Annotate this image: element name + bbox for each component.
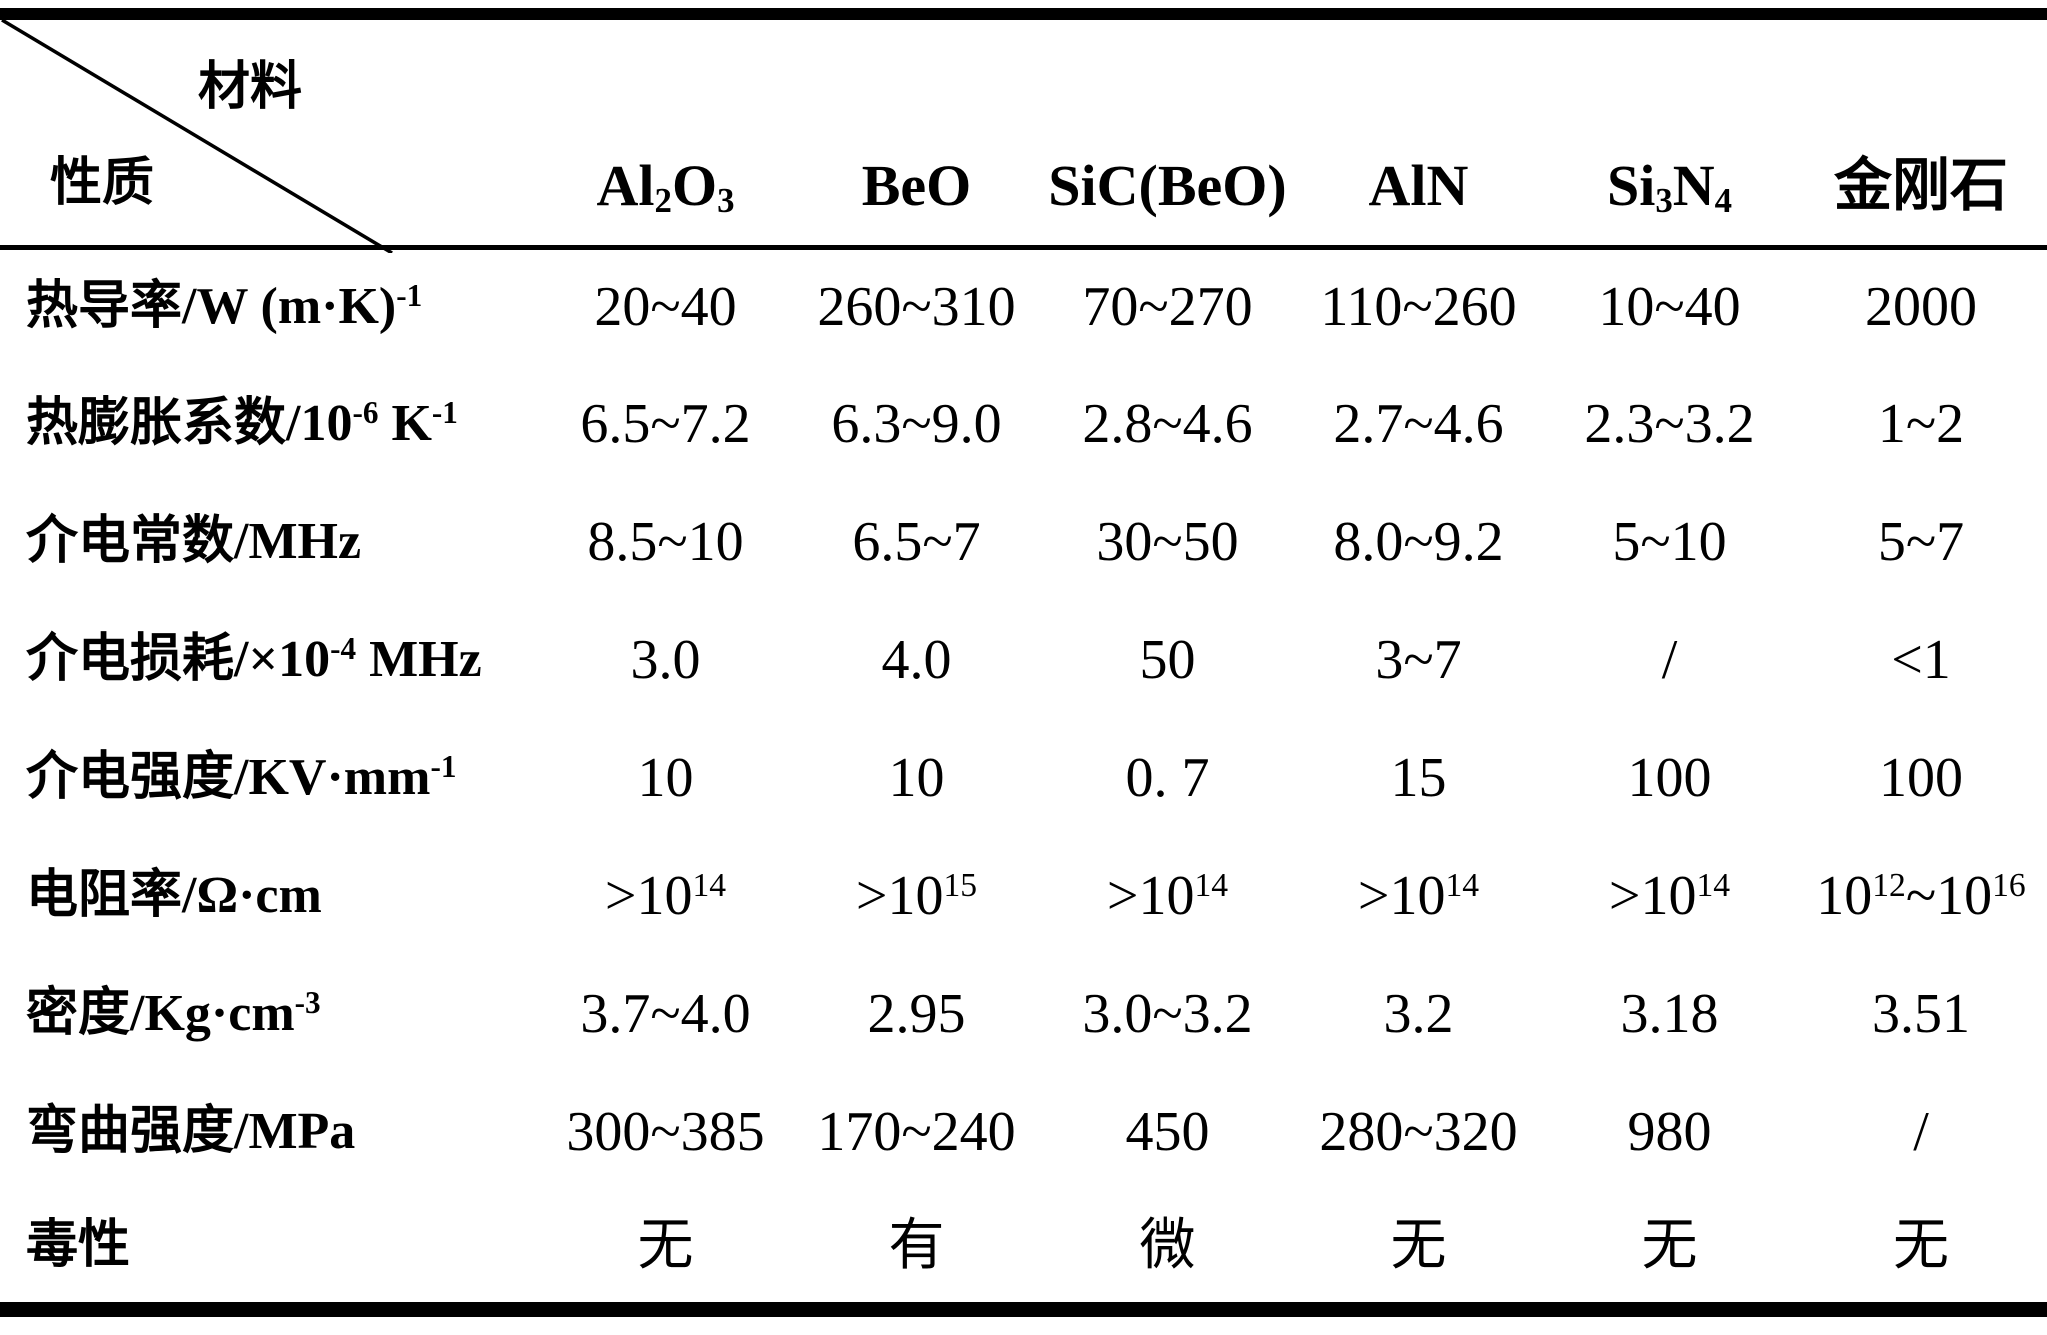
table-row: 热导率/W (m·K)-1 20~40 260~310 70~270 110~260 10…	[0, 247, 2047, 365]
value-cell: 3.2	[1383, 983, 1454, 1045]
property-label: 弯曲强度/MPa	[26, 1103, 356, 1160]
corner-label-material: 材料	[198, 59, 303, 116]
value-cell: >1015	[855, 865, 978, 927]
value-cell: 无	[1641, 1215, 1698, 1278]
material-properties-table: 材料 性质 Al2O3 BeO SiC(BeO) AlN Si3N4 金刚石 热导率/W …	[0, 8, 2047, 1317]
value-cell: 3.51	[1872, 983, 1970, 1045]
value-cell: 无	[1390, 1215, 1447, 1278]
value-cell: /	[1913, 1101, 1929, 1163]
value-cell: 2.95	[867, 983, 966, 1045]
table-row: 密度/Kg·cm-3 3.7~4.0 2.95 3.0~3.2 3.2 3.18 3.51	[0, 955, 2047, 1073]
value-cell: 4.0	[881, 629, 952, 691]
table-row: 介电强度/KV·mm-1 10 10 0. 7 15 100 100	[0, 719, 2047, 837]
value-cell: 微	[1139, 1215, 1196, 1278]
value-cell: 2000	[1865, 276, 1977, 339]
value-cell: 300~385	[566, 1101, 765, 1163]
property-label: 介电强度/KV·mm-1	[26, 748, 457, 806]
value-cell: 8.5~10	[587, 511, 744, 573]
value-cell: 有	[888, 1215, 945, 1278]
value-cell: 50	[1139, 629, 1196, 691]
value-cell: 100	[1627, 747, 1712, 809]
table-header: 材料 性质 Al2O3 BeO SiC(BeO) AlN Si3N4 金刚石	[0, 14, 2047, 253]
column-header-2: BeO	[861, 152, 972, 218]
value-cell: 6.3~9.0	[831, 393, 1002, 455]
property-label: 热导率/W (m·K)-1	[26, 278, 423, 336]
corner-label-property: 性质	[50, 155, 155, 212]
column-header-6: 金刚石	[1833, 152, 2008, 218]
value-cell: 5~7	[1877, 511, 1965, 573]
column-header-4: AlN	[1368, 152, 1469, 218]
value-cell: <1	[1891, 629, 1951, 691]
table-row: 热膨胀系数/10-6 K-1 6.5~7.2 6.3~9.0 2.8~4.6 2.7~4…	[0, 365, 2047, 483]
value-cell: 3~7	[1375, 629, 1462, 691]
value-cell: >1014	[1357, 865, 1480, 927]
value-cell: 2.7~4.6	[1333, 393, 1504, 455]
value-cell: 15	[1390, 747, 1447, 809]
value-cell: 10	[888, 747, 945, 809]
value-cell: /	[1661, 629, 1678, 691]
column-header-1: Al2O3	[596, 152, 735, 221]
header-row: 材料 性质 Al2O3 BeO SiC(BeO) AlN Si3N4 金刚石	[0, 14, 2047, 253]
value-cell: 70~270	[1082, 276, 1253, 339]
property-label: 毒性	[26, 1217, 131, 1275]
value-cell: 170~240	[817, 1101, 1016, 1163]
value-cell: 1~2	[1877, 393, 1965, 455]
table-body: 热导率/W (m·K)-1 20~40 260~310 70~270 110~260 10…	[0, 247, 2047, 1309]
value-cell: 30~50	[1096, 511, 1239, 573]
property-label: 介电常数/MHz	[26, 513, 362, 570]
value-cell: 260~310	[817, 276, 1016, 339]
value-cell: 280~320	[1319, 1101, 1518, 1163]
column-header-3: SiC(BeO)	[1048, 152, 1287, 218]
table-row: 毒性 无 有 微 无 无 无	[0, 1191, 2047, 1309]
value-cell: >1014	[1608, 865, 1731, 927]
table-row: 电阻率/Ω·cm >1014 >1015 >1014 >1014 >1014 1012~10…	[0, 837, 2047, 955]
value-cell: 1012~1016	[1816, 865, 2026, 927]
value-cell: 无	[637, 1215, 694, 1278]
value-cell: 3.18	[1620, 983, 1719, 1045]
value-cell: 110~260	[1320, 276, 1517, 339]
table-row: 介电常数/MHz 8.5~10 6.5~7 30~50 8.0~9.2 5~10 5~7	[0, 483, 2047, 601]
value-cell: 8.0~9.2	[1333, 511, 1504, 573]
value-cell: >1014	[604, 865, 727, 927]
value-cell: 10~40	[1598, 276, 1741, 339]
diagonal-divider-line	[1, 20, 393, 253]
value-cell: 无	[1893, 1215, 1949, 1278]
property-label: 热膨胀系数/10-6 K-1	[26, 394, 458, 452]
value-cell: 6.5~7	[852, 511, 981, 573]
value-cell: 3.0	[630, 629, 701, 691]
value-cell: 5~10	[1612, 511, 1727, 573]
value-cell: 3.7~4.0	[580, 983, 751, 1045]
value-cell: 3.0~3.2	[1082, 983, 1253, 1045]
table-row: 弯曲强度/MPa 300~385 170~240 450 280~320 980 /	[0, 1073, 2047, 1191]
value-cell: 20~40	[594, 276, 737, 339]
value-cell: 100	[1879, 747, 1963, 809]
value-cell: 10	[637, 747, 694, 809]
value-cell: >1014	[1106, 865, 1229, 927]
value-cell: 0. 7	[1125, 747, 1210, 809]
value-cell: 450	[1125, 1101, 1210, 1163]
property-label: 介电损耗/×10-4 MHz	[26, 630, 482, 688]
value-cell: 2.8~4.6	[1082, 393, 1253, 455]
value-cell: 980	[1627, 1101, 1712, 1163]
table-row: 介电损耗/×10-4 MHz 3.0 4.0 50 3~7 / <1	[0, 601, 2047, 719]
column-header-5: Si3N4	[1606, 152, 1733, 221]
property-label: 电阻率/Ω·cm	[26, 867, 322, 924]
property-label: 密度/Kg·cm-3	[26, 984, 321, 1042]
value-cell: 2.3~3.2	[1584, 393, 1755, 455]
value-cell: 6.5~7.2	[580, 393, 751, 455]
corner-cell: 材料 性质	[0, 14, 540, 253]
